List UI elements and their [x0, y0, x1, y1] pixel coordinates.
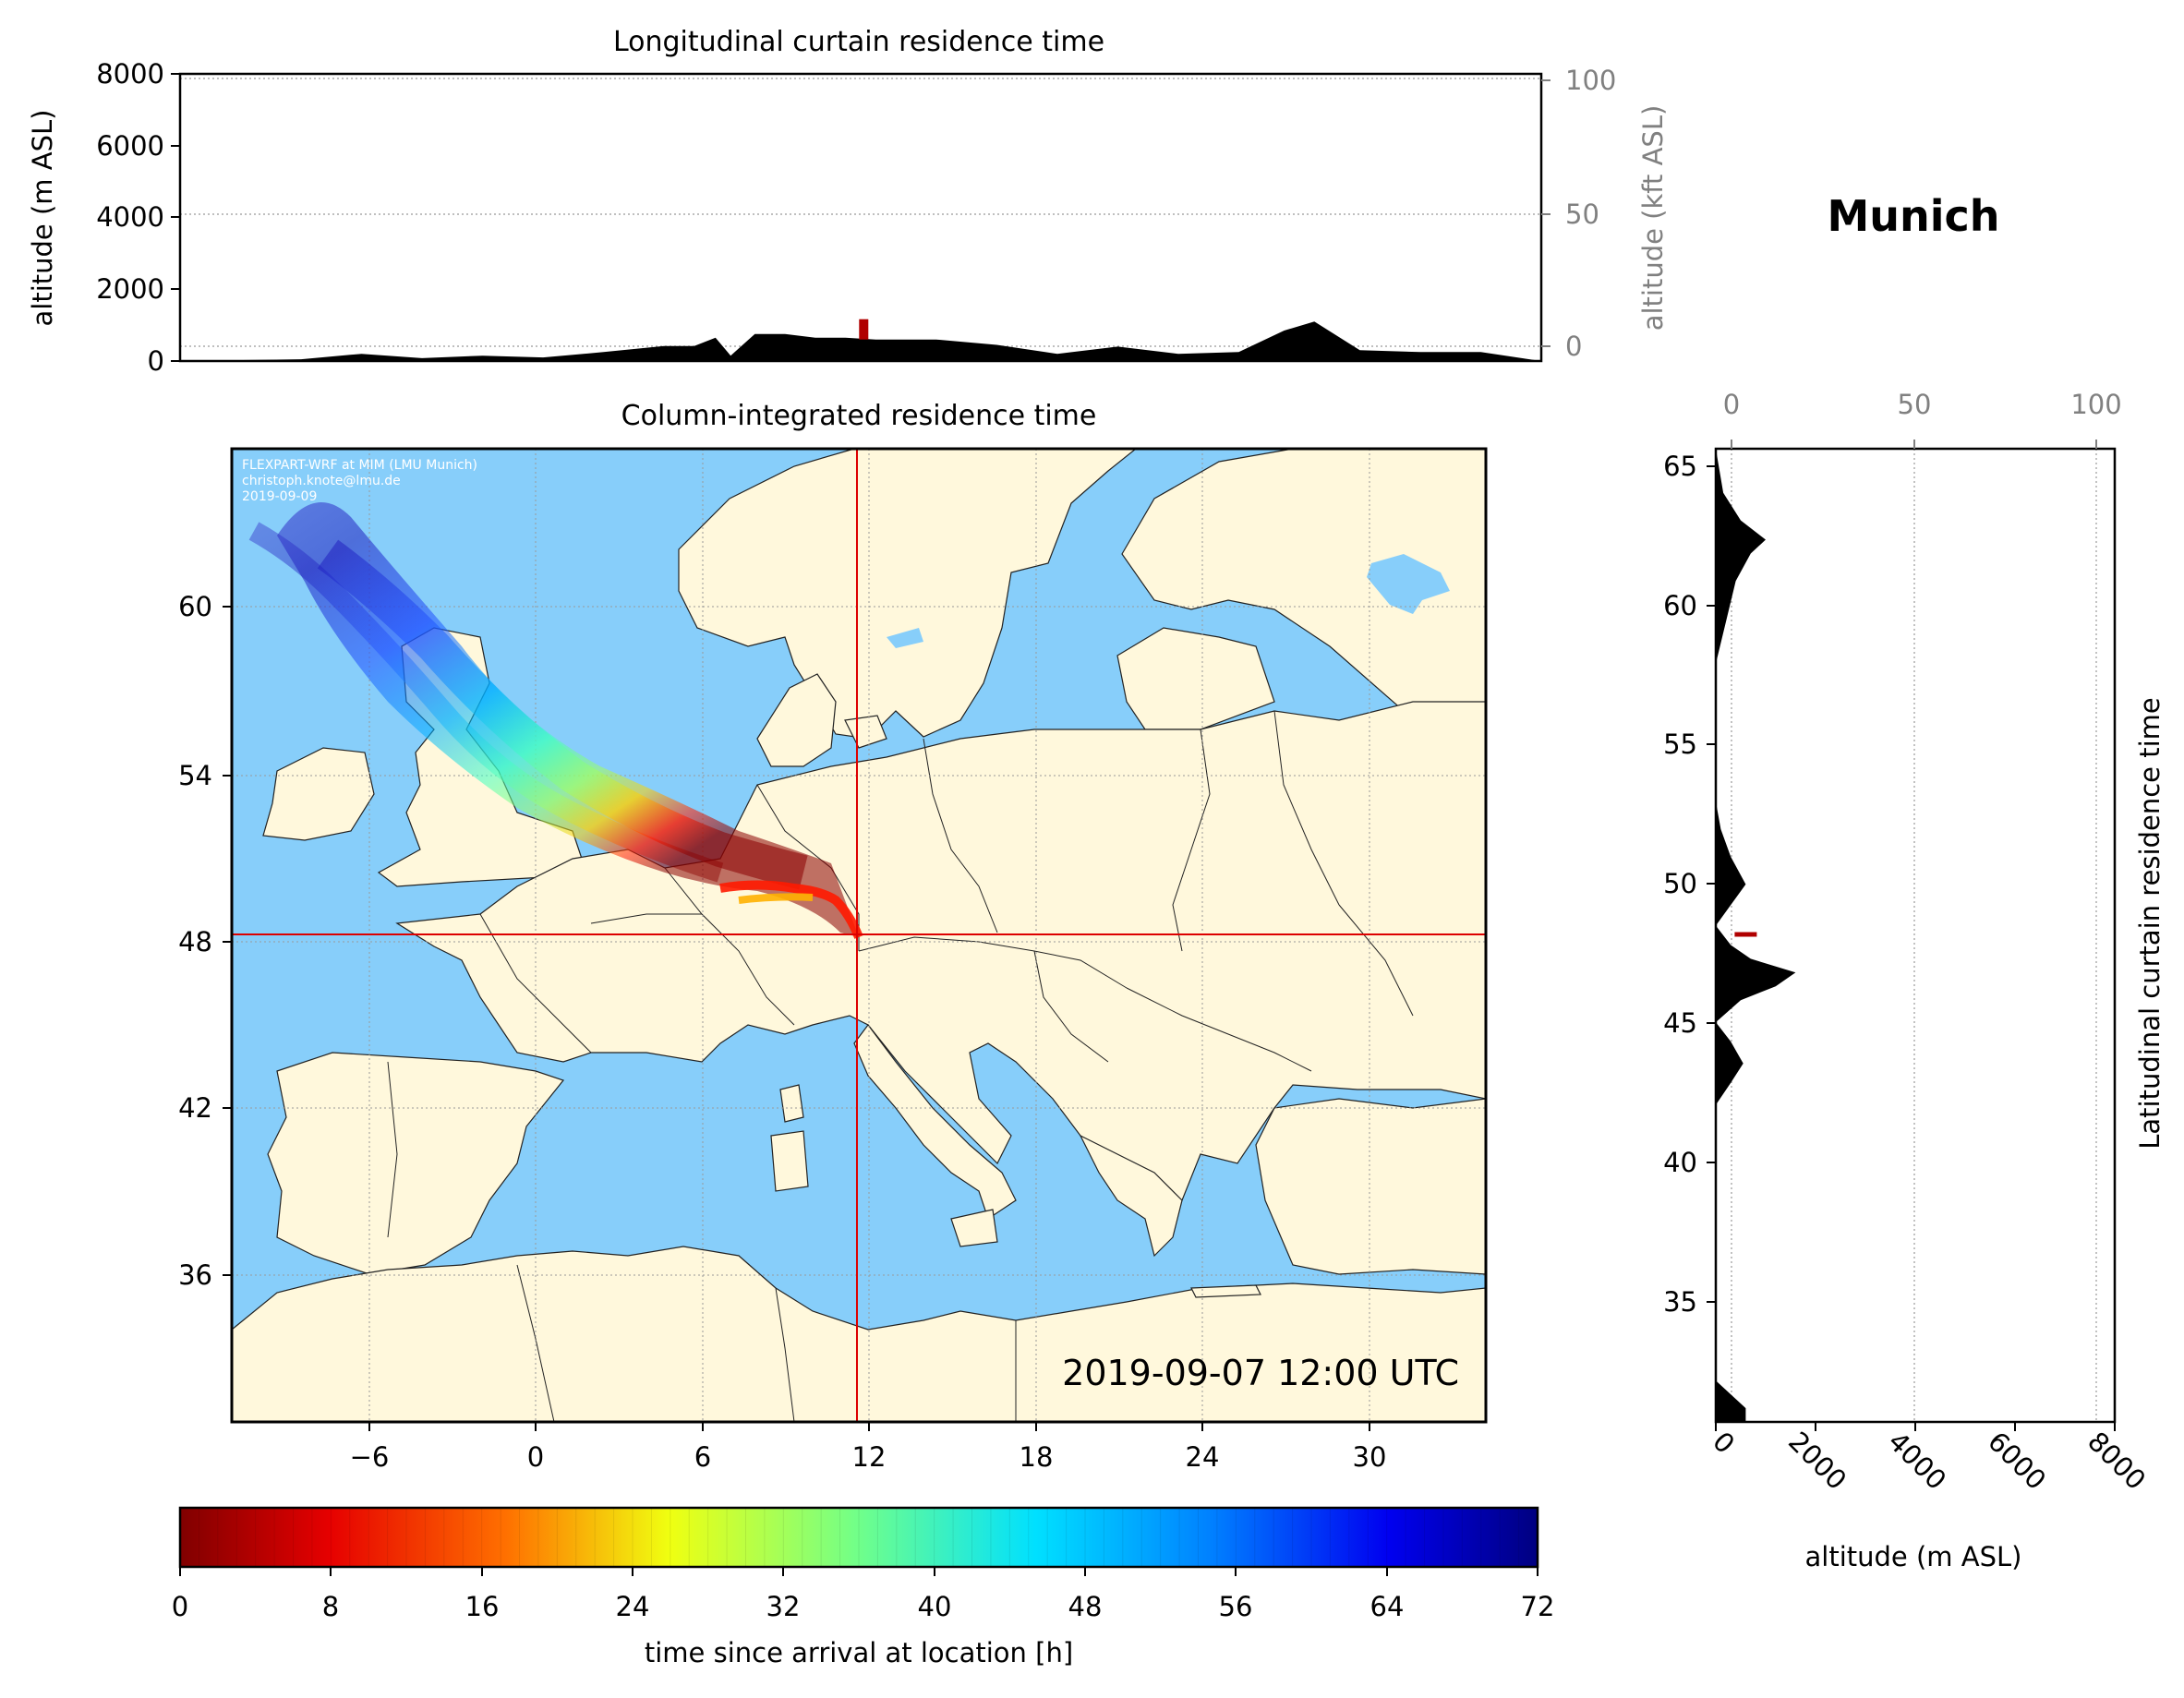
- top-ytick-4000: 4000: [96, 201, 164, 233]
- top-terrain-profile: [180, 321, 1541, 361]
- side-ytick: 55: [1663, 729, 1697, 760]
- map-credit-line-3: 2019-09-09: [242, 489, 317, 504]
- map-land: [232, 449, 1486, 1422]
- side-xtick-bottom: 8000: [2081, 1426, 2152, 1496]
- map-ytick: 60: [178, 591, 212, 622]
- top-ytick-6000: 6000: [96, 130, 164, 162]
- top-ytick-2000: 2000: [96, 273, 164, 305]
- side-xtick-top: 100: [2070, 389, 2121, 420]
- colorbar: 0 8 16 24 32 40 48 56 64 72 time since a…: [172, 1506, 1555, 1668]
- colorbar-label: time since arrival at location [h]: [645, 1637, 1073, 1668]
- side-ytick: 45: [1663, 1007, 1697, 1039]
- map-xtick: 6: [694, 1441, 711, 1473]
- map-borders: [387, 710, 1414, 1422]
- map-panel: Column-integrated residence time: [178, 400, 1488, 1473]
- map-xtick: 18: [1020, 1441, 1054, 1473]
- side-ytick: 40: [1663, 1147, 1697, 1178]
- map-credit-line-1: FLEXPART-WRF at MIM (LMU Munich): [242, 458, 477, 473]
- map-credit-line-2: christoph.knote@lmu.de: [242, 474, 401, 488]
- top-ytick-right-0: 0: [1565, 331, 1582, 362]
- map-ytick: 54: [178, 760, 212, 791]
- side-ylabel-right: Latitudinal curtain residence time: [2134, 697, 2166, 1150]
- side-ytick: 50: [1663, 868, 1697, 899]
- map-title: Column-integrated residence time: [621, 400, 1097, 432]
- top-ytick-right-100: 100: [1565, 65, 1616, 96]
- side-xtick-bottom: 6000: [1982, 1426, 2052, 1496]
- colorbar-tick: 40: [918, 1591, 952, 1622]
- map-timestamp: 2019-09-07 12:00 UTC: [1062, 1353, 1459, 1393]
- side-xtick-top: 0: [1723, 389, 1740, 420]
- side-ytick: 65: [1663, 451, 1697, 482]
- top-ylabel: altitude (m ASL): [27, 110, 58, 327]
- map-lake: [1367, 554, 1450, 614]
- colorbar-tick: 8: [322, 1591, 339, 1622]
- side-terrain-profile: [1716, 449, 1796, 1422]
- top-ytick-8000: 8000: [96, 58, 164, 90]
- side-xtick-top: 50: [1898, 389, 1932, 420]
- map-xtick: 30: [1353, 1441, 1387, 1473]
- map-lake: [887, 628, 923, 648]
- side-location-marker: [1734, 932, 1757, 937]
- side-ytick: 60: [1663, 590, 1697, 621]
- map-ytick: 48: [178, 926, 212, 957]
- colorbar-tick: 24: [616, 1591, 650, 1622]
- top-ylabel-right: altitude (kft ASL): [1637, 105, 1669, 331]
- side-xtick-bottom: 4000: [1882, 1426, 1952, 1496]
- map-xtick: 24: [1186, 1441, 1220, 1473]
- map-xtick: −6: [350, 1441, 390, 1473]
- side-xtick-bottom: 0: [1707, 1426, 1741, 1460]
- side-panel: 35 40 45 50 55 60 65 0 50 100 0 2000 400…: [1663, 389, 2166, 1572]
- map-plume: [248, 502, 863, 939]
- colorbar-tick: 32: [766, 1591, 801, 1622]
- top-ytick-right-50: 50: [1565, 199, 1599, 230]
- map-frame: [230, 447, 1488, 1424]
- colorbar-frame: [178, 1506, 1539, 1569]
- station-title: Munich: [1827, 191, 1999, 241]
- map-xtick: 0: [527, 1441, 544, 1473]
- top-location-marker: [859, 319, 869, 340]
- top-panel-title: Longitudinal curtain residence time: [613, 26, 1104, 58]
- colorbar-tick: 48: [1068, 1591, 1103, 1622]
- colorbar-tick: 56: [1219, 1591, 1253, 1622]
- top-panel: Longitudinal curtain residence time 0 20…: [27, 26, 1669, 377]
- side-xlabel: altitude (m ASL): [1805, 1541, 2022, 1572]
- colorbar-tick: 64: [1370, 1591, 1405, 1622]
- side-panel-frame: [1714, 447, 2117, 1424]
- map-ytick: 36: [178, 1259, 212, 1291]
- side-xtick-bottom: 2000: [1782, 1426, 1852, 1496]
- top-panel-frame: [178, 72, 1543, 363]
- colorbar-tick: 16: [465, 1591, 500, 1622]
- side-ytick: 35: [1663, 1286, 1697, 1318]
- colorbar-gradient: [180, 1508, 1538, 1567]
- colorbar-tick: 72: [1521, 1591, 1555, 1622]
- colorbar-tick: 0: [172, 1591, 188, 1622]
- map-xtick: 12: [852, 1441, 887, 1473]
- top-ytick-0: 0: [148, 345, 164, 377]
- map-ytick: 42: [178, 1092, 212, 1124]
